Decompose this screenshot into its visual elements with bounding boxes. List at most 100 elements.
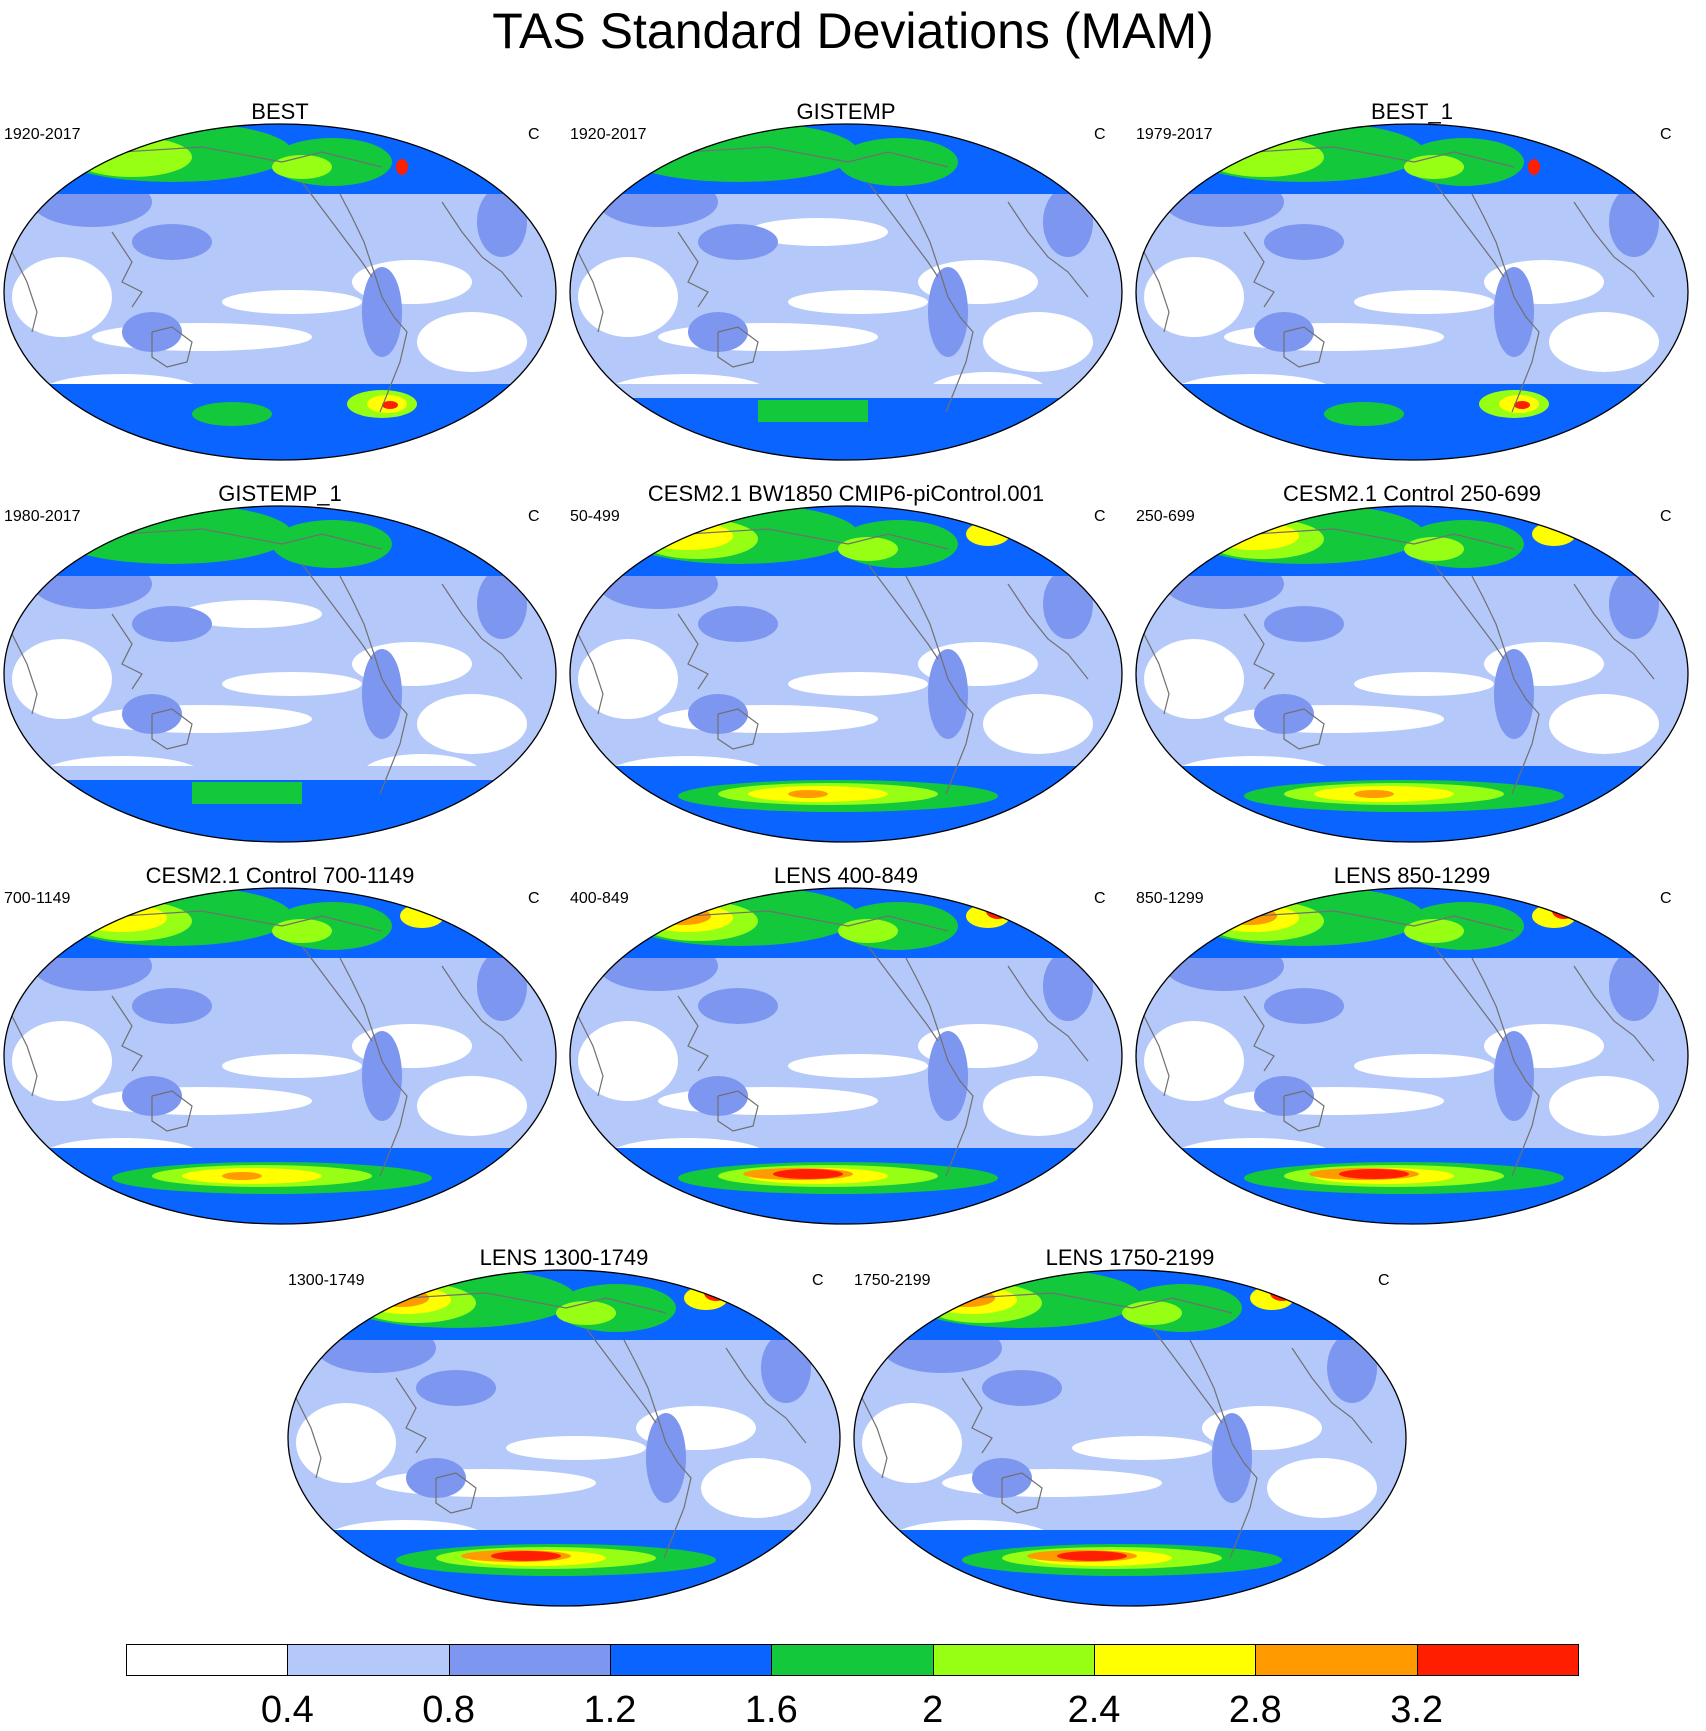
northern-land-anomaly bbox=[373, 1289, 429, 1307]
panel-unit: C bbox=[1660, 508, 1672, 525]
coastline-europe-africa bbox=[1007, 201, 1089, 298]
robinson-map bbox=[853, 1269, 1407, 1607]
coastline-asia bbox=[111, 231, 143, 308]
coastline-americas bbox=[339, 193, 408, 413]
coastline-asia bbox=[961, 1377, 993, 1454]
medium-variance-patch bbox=[1212, 1413, 1252, 1503]
robinson-map bbox=[3, 887, 557, 1225]
northern-land-anomaly bbox=[838, 537, 898, 561]
robinson-map bbox=[3, 505, 557, 843]
coastline-asia bbox=[111, 613, 143, 690]
medium-variance-patch bbox=[1043, 187, 1093, 257]
panel-unit: C bbox=[1094, 890, 1106, 907]
panel-period: 700-1149 bbox=[4, 890, 71, 907]
map-field bbox=[4, 506, 556, 842]
medium-variance-patch bbox=[132, 988, 212, 1024]
coastline-australia bbox=[151, 708, 193, 750]
map-outline bbox=[3, 123, 557, 461]
map-panel: BEST 1920-2017 C bbox=[0, 100, 560, 480]
panel-unit: C bbox=[1660, 890, 1672, 907]
coastline-asia bbox=[1243, 613, 1275, 690]
antarctic-anomaly bbox=[491, 1551, 561, 1561]
panel-title: LENS 850-1299 bbox=[1333, 863, 1491, 888]
northern-land-anomaly bbox=[1532, 522, 1576, 546]
northern-land-anomaly bbox=[655, 907, 711, 925]
map-outline bbox=[1135, 505, 1689, 843]
panel-title: BEST bbox=[251, 99, 309, 124]
map-panel: LENS 850-1299 850-1299 C bbox=[1132, 864, 1692, 1244]
coastline-americas bbox=[1189, 1339, 1258, 1559]
colorbar-tick-label: 1.2 bbox=[583, 1689, 637, 1731]
low-variance-patch bbox=[1267, 1458, 1377, 1518]
colorbar-tick-label: 1.6 bbox=[744, 1689, 798, 1731]
low-variance-patch bbox=[12, 639, 112, 719]
low-variance-patch bbox=[506, 1436, 646, 1460]
robinson-map bbox=[3, 123, 557, 461]
antarctic-anomaly bbox=[773, 1169, 843, 1179]
map-panel: CESM2.1 BW1850 CMIP6-piControl.001 50-499… bbox=[566, 482, 1126, 862]
medium-variance-patch bbox=[1043, 569, 1093, 639]
panel-title: CESM2.1 Control 250-699 bbox=[1282, 481, 1542, 506]
northern-land-anomaly bbox=[272, 155, 332, 179]
coastline-australia bbox=[151, 326, 193, 368]
coastline-americas bbox=[905, 575, 974, 795]
northern-land-anomaly bbox=[272, 919, 332, 943]
coastline-north-america bbox=[301, 945, 373, 1042]
coastline-europe-africa bbox=[725, 1347, 807, 1444]
northern-land-anomaly bbox=[1532, 904, 1576, 928]
coastline-africa bbox=[11, 251, 38, 333]
panel-title: BEST_1 bbox=[1371, 99, 1453, 124]
medium-variance-patch bbox=[698, 224, 778, 260]
northern-land-anomaly bbox=[1250, 1286, 1294, 1310]
panel-period: 250-699 bbox=[1136, 508, 1195, 525]
low-variance-patch bbox=[983, 1076, 1093, 1136]
coastline-americas bbox=[1471, 193, 1540, 413]
low-variance-patch bbox=[1072, 1436, 1212, 1460]
map-panel: LENS 1300-1749 1300-1749 C bbox=[284, 1246, 844, 1626]
coastline-europe-africa bbox=[441, 583, 523, 680]
coastline-australia bbox=[435, 1472, 477, 1514]
low-variance-patch bbox=[182, 600, 322, 628]
coastline-asia bbox=[677, 613, 709, 690]
map-outline bbox=[287, 1269, 841, 1607]
coastline-africa bbox=[295, 1397, 322, 1479]
coastline-americas bbox=[1471, 957, 1540, 1177]
robinson-map bbox=[287, 1269, 841, 1607]
panel-unit: C bbox=[528, 890, 540, 907]
coastline-australia bbox=[1283, 1090, 1325, 1132]
coastline-asia bbox=[395, 1377, 427, 1454]
medium-variance-patch bbox=[928, 267, 968, 357]
coastline-americas bbox=[905, 193, 974, 413]
panel-title: GISTEMP_1 bbox=[218, 481, 342, 506]
map-panel: LENS 1750-2199 1750-2199 C bbox=[850, 1246, 1410, 1626]
coastline-africa bbox=[861, 1397, 888, 1479]
coastline-americas bbox=[905, 957, 974, 1177]
panel-title: CESM2.1 Control 700-1149 bbox=[145, 863, 415, 888]
coastline-africa bbox=[11, 633, 38, 715]
coastline-asia bbox=[1243, 995, 1275, 1072]
panel-period: 850-1299 bbox=[1136, 890, 1204, 907]
low-variance-patch bbox=[1549, 312, 1659, 372]
antarctic-anomaly bbox=[758, 400, 868, 422]
panel-unit: C bbox=[1378, 1272, 1390, 1289]
northern-land-anomaly bbox=[400, 904, 444, 928]
panel-unit: C bbox=[1094, 508, 1106, 525]
panel-title: LENS 400-849 bbox=[773, 863, 919, 888]
map-outline bbox=[1135, 887, 1689, 1225]
panel-period: 1750-2199 bbox=[854, 1272, 931, 1289]
coastline-australia bbox=[717, 326, 759, 368]
northern-land-anomaly bbox=[72, 137, 192, 177]
low-variance-patch bbox=[983, 312, 1093, 372]
medium-variance-patch bbox=[477, 951, 527, 1021]
colorbar-swatch bbox=[287, 1644, 450, 1676]
antarctic-anomaly bbox=[788, 790, 828, 798]
coastline-europe-africa bbox=[441, 965, 523, 1062]
low-variance-patch bbox=[1549, 694, 1659, 754]
colorbar-swatch bbox=[448, 1644, 611, 1676]
northern-land-anomaly bbox=[1204, 137, 1324, 177]
map-outline bbox=[569, 505, 1123, 843]
low-variance-patch bbox=[296, 1403, 396, 1483]
colorbar-swatch bbox=[932, 1644, 1095, 1676]
low-variance-patch bbox=[417, 312, 527, 372]
colorbar-tick-label: 3.2 bbox=[1390, 1689, 1444, 1731]
